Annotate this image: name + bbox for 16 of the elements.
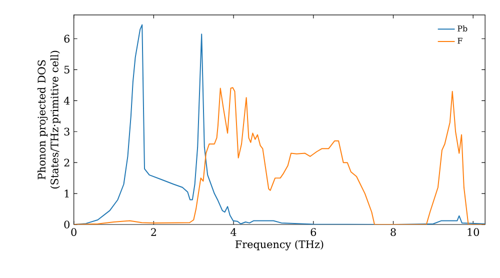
x-tick-label: 6 bbox=[310, 228, 316, 236]
x-axis-title: Frequency (THz) bbox=[235, 240, 324, 250]
y-tick-label: 2 bbox=[64, 158, 70, 166]
y-tick-label: 6 bbox=[64, 34, 70, 43]
line-series bbox=[74, 87, 486, 224]
x-tick-label: 10 bbox=[468, 228, 480, 236]
x-tick-label: 8 bbox=[390, 228, 396, 236]
y-axis-title: Phonon projected DOS (States/THz·primitive cell) bbox=[38, 50, 60, 188]
x-tick-label: 4 bbox=[230, 228, 236, 236]
x-tick-label: 0 bbox=[71, 228, 76, 236]
y-tick-label: 5 bbox=[64, 66, 70, 74]
y-tick-label: 1 bbox=[64, 190, 69, 198]
y-tick-label: 3 bbox=[64, 128, 70, 136]
y-tick-label: 4 bbox=[64, 96, 70, 104]
x-tick-label: 2 bbox=[151, 228, 156, 236]
y-tick-label: 0 bbox=[64, 220, 70, 228]
